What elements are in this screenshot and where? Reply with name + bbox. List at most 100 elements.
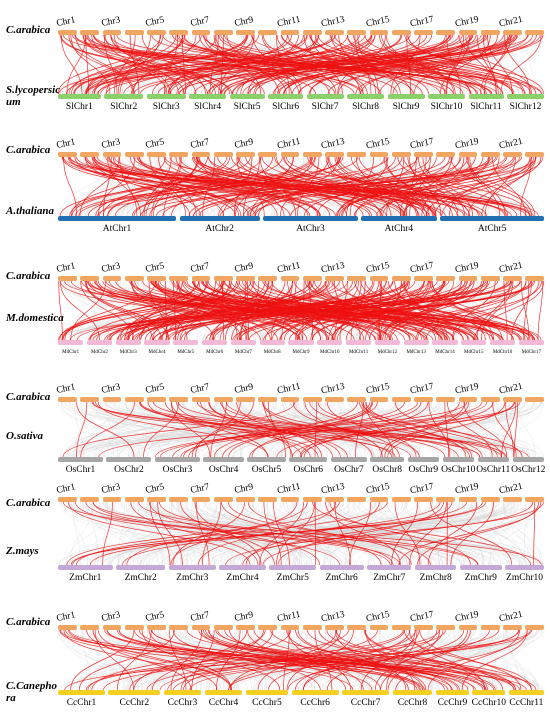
red-link [167,34,248,95]
grey-link [299,401,421,458]
grey-link [158,401,172,458]
chromosome-bar-bottom [428,94,465,99]
red-link [450,501,494,566]
red-link [360,280,491,341]
red-link [254,156,330,217]
chromosome-label-bottom: MdChr11 [348,350,369,355]
red-link [197,501,336,566]
chromosome-bar-bottom [477,457,509,462]
grey-link [57,280,264,341]
grey-link [198,501,484,566]
red-link [97,156,497,217]
red-link [221,280,225,341]
grey-link [175,501,183,566]
chromosome-bar-bottom [403,340,429,345]
red-link [365,629,416,691]
grey-link [182,501,520,566]
grey-link [480,501,521,566]
red-link [220,401,446,458]
chromosome-bar-top [80,276,99,281]
chromosome-bar-top [80,30,99,35]
red-link [434,156,531,217]
chromosome-bar-bottom [370,457,405,462]
red-link [382,156,490,217]
chromosome-bar-top [325,397,344,402]
chromosome-bar-top [213,152,233,157]
red-link [164,156,539,217]
red-link [427,501,478,566]
chromosome-label-bottom: ZmChr1 [69,573,102,583]
chromosome-bar-bottom [442,457,475,462]
red-link [417,280,513,341]
grey-link [448,401,495,458]
grey-link [98,156,129,217]
red-link [140,280,207,341]
red-link [452,280,496,341]
red-link [463,401,508,458]
red-link [492,156,526,217]
red-link [155,280,271,341]
red-link [428,401,451,458]
red-link [170,501,298,566]
red-link [395,629,528,691]
red-link [133,629,248,691]
chromosome-label-bottom: CcChr6 [300,698,330,708]
chromosome-bar-bottom [507,94,544,99]
red-link [132,280,183,341]
red-link [504,34,531,95]
grey-link [492,501,516,566]
chromosome-bar-top [58,497,77,502]
chromosome-bar-bottom [86,340,113,345]
grey-link [379,629,521,691]
grey-link [381,280,520,341]
chromosome-bar-bottom [269,565,317,570]
red-link [92,501,542,566]
chromosome-bar-top [302,397,322,402]
red-link [474,280,545,341]
red-link [261,34,337,95]
chromosome-bar-top [369,397,389,402]
chromosome-bar-top [258,152,277,157]
chromosome-bar-top [213,30,233,35]
red-link [374,629,441,691]
chromosome-bar-top [213,625,233,630]
grey-link [61,629,130,691]
red-link [75,501,340,566]
red-link [310,280,423,341]
red-link [325,501,401,566]
red-link [500,34,542,95]
grey-link [91,280,244,341]
red-link [67,156,311,217]
red-link [252,34,302,95]
grey-link [429,280,469,341]
chromosome-bar-top [414,497,433,502]
chromosome-bar-bottom [468,94,504,99]
grey-link [65,34,130,95]
red-link [163,156,320,217]
red-link [362,401,467,458]
red-link [236,156,265,217]
chromosome-bar-bottom [505,565,544,570]
chromosome-label-bottom: ZmChr2 [124,573,157,583]
chromosome-bar-top [480,152,500,157]
grey-link [420,501,531,566]
red-link [130,501,259,566]
red-link [334,629,407,691]
red-link [364,629,504,691]
red-link [218,34,414,95]
chromosome-bar-top [436,497,455,502]
chromosome-bar-top [236,30,255,35]
red-link [287,629,490,691]
red-link [480,280,514,341]
red-link [183,280,330,341]
red-link [262,401,420,458]
grey-link [69,280,131,341]
chromosome-label-bottom: CcChr4 [208,698,239,708]
red-link [224,280,539,341]
chromosome-bar-bottom [106,457,152,462]
chromosome-bar-top [480,276,500,281]
species-label-bottom: C.Canepho ra [6,680,58,704]
chromosome-label-bottom: ZmChr5 [276,573,309,583]
chromosome-bar-bottom [58,340,84,345]
chromosome-bar-bottom [268,94,304,99]
